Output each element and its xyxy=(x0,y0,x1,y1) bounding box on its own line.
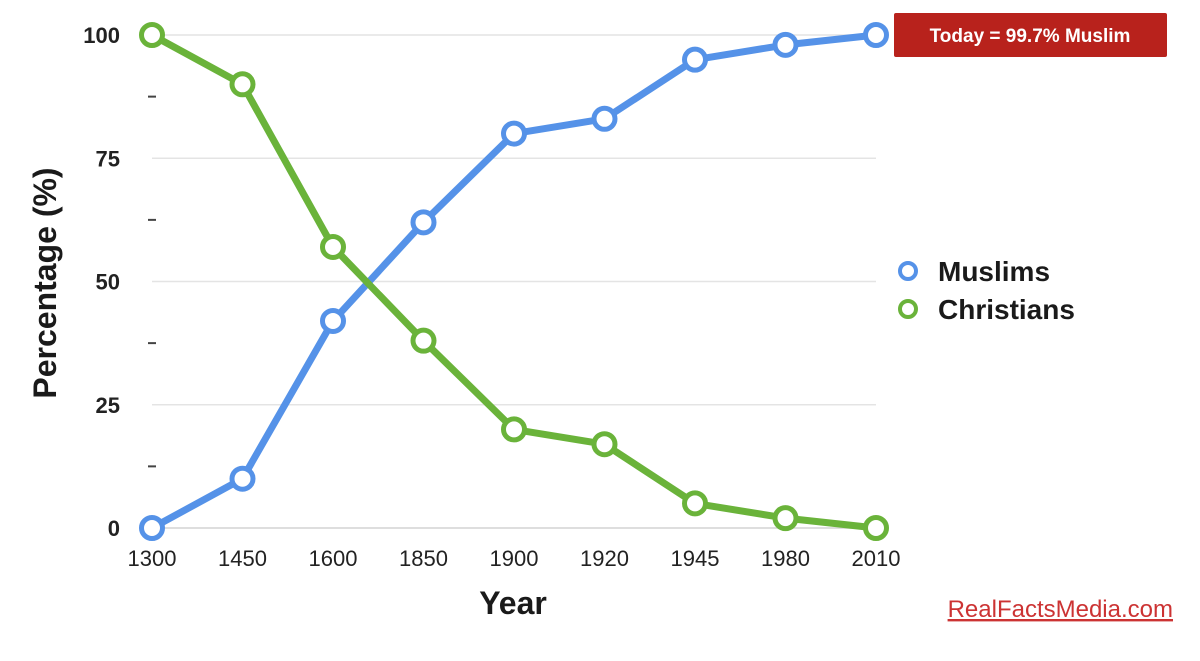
x-axis-title: Year xyxy=(479,585,547,621)
data-point-christians xyxy=(320,233,346,260)
x-tick-label: 1980 xyxy=(761,546,810,571)
x-tick-label: 1945 xyxy=(671,546,720,571)
x-tick-label: 1850 xyxy=(399,546,448,571)
y-tick-label: 25 xyxy=(96,393,120,418)
annotation-text: Today = 99.7% Muslim xyxy=(930,26,1131,47)
data-point-christians xyxy=(772,505,799,532)
x-tick-label: 1450 xyxy=(218,546,267,571)
data-point-christians xyxy=(591,431,618,458)
data-point-muslims xyxy=(320,307,346,334)
y-axis: 0 25 50 75 100 xyxy=(83,23,156,541)
legend-marker-christians xyxy=(898,299,918,319)
data-point-muslims xyxy=(772,31,799,58)
x-tick-label: 1600 xyxy=(309,546,358,571)
x-tick-label: 1920 xyxy=(580,546,629,571)
y-tick-label: 100 xyxy=(83,23,120,48)
data-point-christians xyxy=(229,71,256,98)
x-tick-label: 2010 xyxy=(852,546,901,571)
legend: Muslims Christians xyxy=(898,256,1075,325)
legend-label-christians: Christians xyxy=(938,294,1075,325)
data-point-muslims xyxy=(501,120,527,147)
y-tick-label: 50 xyxy=(96,270,120,295)
data-point-muslims xyxy=(682,46,708,73)
annotation-badge: Today = 99.7% Muslim xyxy=(894,13,1167,57)
x-tick-label: 1300 xyxy=(128,546,177,571)
data-point-christians xyxy=(501,416,527,443)
x-axis: 1300 1450 1600 1850 1900 1920 1945 1980 2010 xyxy=(128,527,901,571)
data-point-christians xyxy=(139,22,165,48)
source-credit: RealFactsMedia.com xyxy=(948,596,1173,623)
data-point-muslims xyxy=(139,515,165,541)
annotation-box xyxy=(894,13,1167,57)
data-point-muslims xyxy=(863,22,889,48)
legend-marker-muslims xyxy=(898,261,918,281)
series xyxy=(139,22,889,541)
data-point-muslims xyxy=(229,465,256,492)
data-point-christians xyxy=(863,515,889,541)
y-tick-label: 75 xyxy=(96,146,120,171)
x-tick-label: 1900 xyxy=(490,546,539,571)
data-point-muslims xyxy=(410,209,437,236)
y-axis-title: Percentage (%) xyxy=(27,167,63,398)
legend-label-muslims: Muslims xyxy=(938,256,1050,287)
data-point-christians xyxy=(682,490,708,517)
y-tick-label: 0 xyxy=(108,516,120,541)
data-point-muslims xyxy=(591,105,618,132)
data-point-christians xyxy=(410,327,437,354)
